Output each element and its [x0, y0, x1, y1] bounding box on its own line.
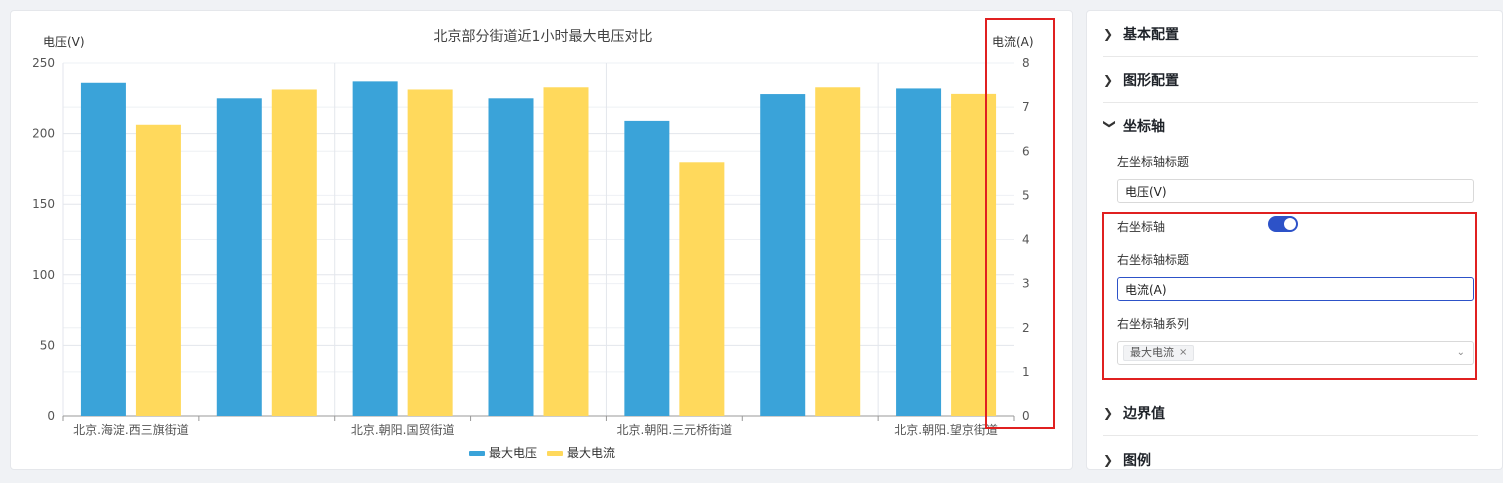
right-axis-label: 右坐标轴	[1117, 220, 1166, 234]
y2-tick-label: 7	[1022, 100, 1030, 114]
bar-current[interactable]	[271, 89, 317, 416]
chevron-right-icon: ❯	[1103, 27, 1114, 41]
x-tick-label: 北京.朝阳.国贸街道	[351, 423, 455, 437]
section-label: 图例	[1123, 453, 1151, 469]
x-tick-label: 北京.朝阳.望京街道	[894, 423, 998, 437]
y2-tick-label: 3	[1022, 277, 1030, 291]
bar-current[interactable]	[135, 124, 181, 417]
section-label: 基本配置	[1123, 27, 1179, 43]
chevron-down-icon: ⌄	[1456, 347, 1465, 358]
section-graph-config[interactable]: ❯ 图形配置	[1103, 57, 1478, 103]
y-tick-label: 100	[32, 268, 55, 282]
chevron-right-icon: ❯	[1103, 453, 1114, 467]
y2-tick-label: 1	[1022, 365, 1030, 379]
bar-current[interactable]	[679, 162, 725, 416]
legend-swatch	[547, 451, 563, 456]
legend-item[interactable]: 最大电压	[489, 446, 537, 460]
y-tick-label: 0	[47, 409, 55, 423]
y-tick-label: 150	[32, 197, 55, 211]
series-tag: 最大电流 ×	[1123, 345, 1195, 361]
y2-tick-label: 0	[1022, 409, 1030, 423]
divider	[1103, 102, 1478, 103]
bar-voltage[interactable]	[216, 98, 262, 417]
divider	[1103, 435, 1478, 436]
chevron-down-icon: ❯	[1103, 119, 1117, 130]
y2-tick-label: 6	[1022, 144, 1030, 158]
bar-current[interactable]	[951, 93, 997, 416]
section-boundary[interactable]: ❯ 边界值	[1103, 390, 1478, 436]
y-tick-label: 200	[32, 127, 55, 141]
y2-tick-label: 8	[1022, 56, 1030, 70]
bar-chart: 北京部分街道近1小时最大电压对比 电压(V) 电流(A) 05010015020…	[32, 29, 1034, 460]
section-label: 边界值	[1123, 406, 1165, 422]
section-label: 图形配置	[1123, 73, 1179, 89]
section-legend[interactable]: ❯ 图例	[1103, 437, 1478, 483]
x-tick-label: 北京.朝阳.三元桥街道	[617, 423, 733, 437]
chevron-right-icon: ❯	[1103, 406, 1114, 420]
left-axis-title: 电压(V)	[43, 35, 85, 49]
series-tag-label: 最大电流	[1130, 346, 1174, 359]
section-label: 坐标轴	[1123, 119, 1165, 135]
y-tick-label: 250	[32, 56, 55, 70]
right-axis-title-label: 右坐标轴标题	[1117, 253, 1190, 267]
y2-tick-label: 4	[1022, 233, 1030, 247]
chevron-right-icon: ❯	[1103, 73, 1114, 87]
chart-card: 北京部分街道近1小时最大电压对比 电压(V) 电流(A) 0 50 100 150 20…	[10, 10, 1073, 470]
x-tick-label: 北京.海淀.西三旗街道	[73, 422, 189, 437]
section-axis[interactable]: ❯ 坐标轴	[1103, 103, 1478, 149]
y-tick-label: 50	[40, 338, 55, 352]
right-axis-title-input[interactable]	[1117, 277, 1474, 301]
bar-voltage[interactable]	[80, 82, 126, 416]
bar-current[interactable]	[543, 87, 589, 417]
y2-tick-label: 2	[1022, 321, 1030, 335]
config-panel: ❯ 基本配置 ❯ 图形配置 ❯ 坐标轴 左坐标轴标题 右坐标轴 右坐标轴标题 右…	[1086, 10, 1503, 470]
bar-current[interactable]	[407, 89, 453, 416]
legend-item[interactable]: 最大电流	[567, 446, 615, 460]
right-axis-title: 电流(A)	[992, 35, 1034, 49]
toggle-knob	[1284, 218, 1296, 230]
bar-voltage[interactable]	[488, 98, 534, 417]
left-axis-title-label: 左坐标轴标题	[1117, 155, 1190, 169]
divider	[1103, 56, 1478, 57]
right-axis-toggle[interactable]	[1268, 216, 1298, 232]
bar-current[interactable]	[815, 87, 861, 417]
section-basic-config[interactable]: ❯ 基本配置	[1103, 11, 1478, 57]
close-icon[interactable]: ×	[1179, 347, 1188, 358]
chart-title: 北京部分街道近1小时最大电压对比	[434, 29, 653, 45]
right-axis-series-label: 右坐标轴系列	[1117, 317, 1190, 331]
right-axis-series-select[interactable]: 最大电流 × ⌄	[1117, 341, 1474, 365]
y2-tick-label: 5	[1022, 188, 1030, 202]
bar-voltage[interactable]	[352, 81, 398, 416]
bar-voltage[interactable]	[760, 94, 806, 417]
bar-voltage[interactable]	[624, 120, 670, 416]
legend-swatch	[469, 451, 485, 456]
left-axis-title-input[interactable]	[1117, 179, 1474, 203]
bar-voltage[interactable]	[896, 88, 942, 416]
